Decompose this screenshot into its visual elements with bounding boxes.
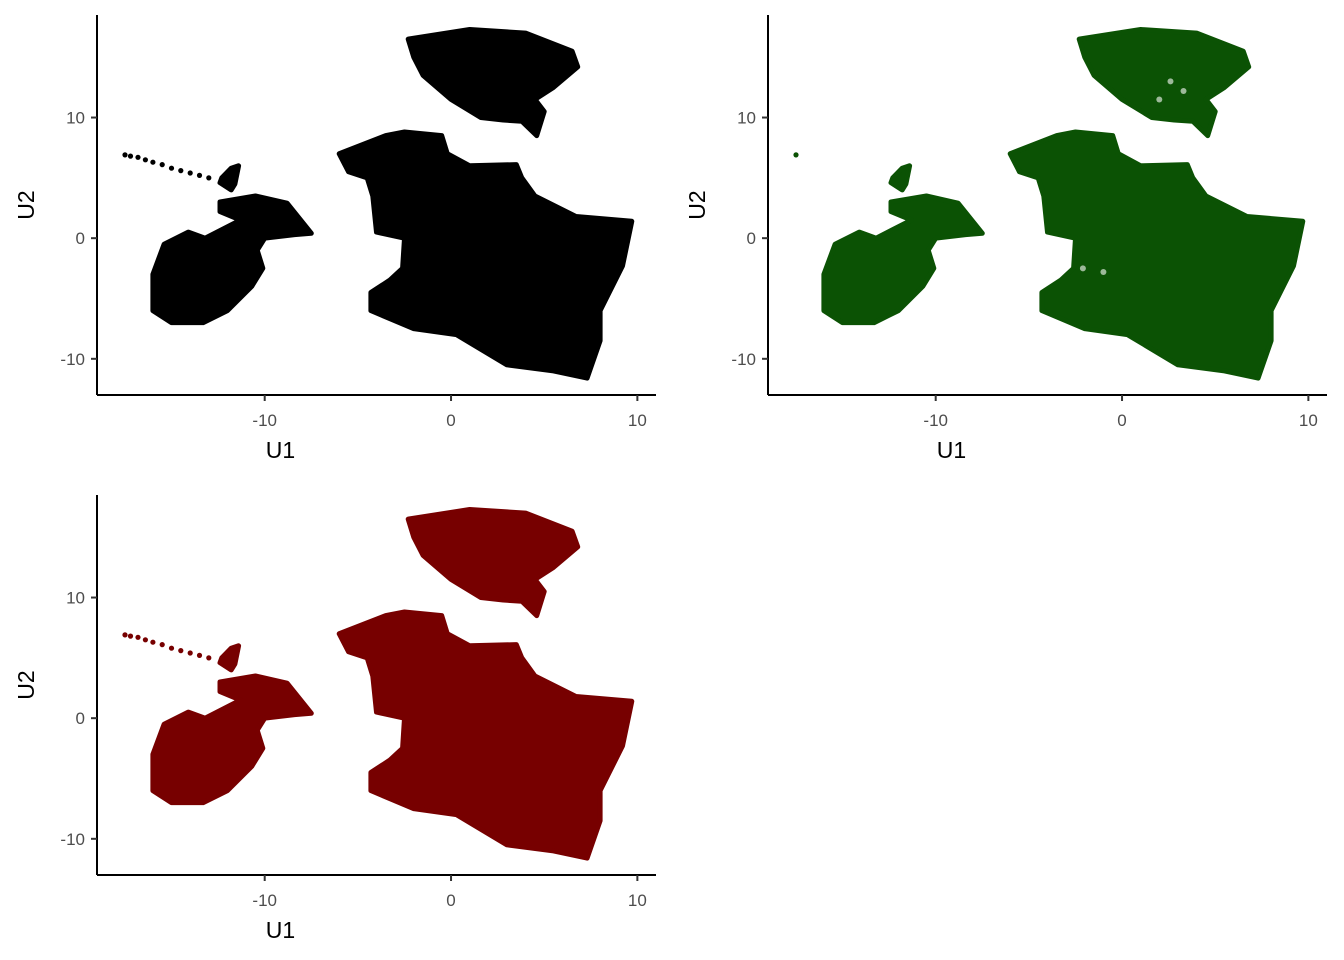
scatter-point — [122, 152, 128, 158]
sparse-region — [1180, 88, 1187, 94]
x-tick-label: 10 — [628, 411, 647, 430]
cluster-center — [336, 129, 635, 381]
scatter-point — [168, 645, 175, 651]
y-tick-label: 10 — [66, 109, 85, 128]
cluster-small — [217, 163, 242, 193]
scatter-point — [187, 170, 193, 176]
cluster-top — [405, 507, 581, 619]
cluster-top — [1076, 27, 1252, 139]
y-tick-label: 0 — [76, 229, 85, 248]
sparse-region — [1167, 78, 1174, 85]
panel-top-right: -10 0 10 -10 0 10 U1 U2 — [684, 15, 1327, 463]
cluster-top — [405, 27, 581, 139]
scatter-point — [142, 157, 148, 163]
cluster-center — [336, 609, 635, 861]
sparse-region — [1079, 265, 1086, 272]
x-axis-title: U1 — [937, 437, 966, 463]
y-tick-label: -10 — [731, 350, 756, 369]
y-tick-label: -10 — [60, 350, 85, 369]
scatter-point — [159, 642, 165, 648]
y-tick-label: 0 — [747, 229, 756, 248]
scatter-point — [187, 650, 193, 656]
scatter-point — [793, 152, 799, 158]
sparse-region — [1100, 268, 1107, 275]
y-tick-label: 0 — [76, 709, 85, 728]
x-tick-label: -10 — [923, 411, 948, 430]
sparse-region — [1156, 96, 1163, 103]
x-tick-label: -10 — [252, 411, 277, 430]
scatter-point — [150, 639, 156, 645]
cluster-small — [888, 163, 913, 193]
scatter-point — [135, 634, 141, 640]
x-tick-label: 10 — [628, 891, 647, 910]
scatter-point — [178, 648, 184, 654]
y-tick-label: 10 — [737, 109, 756, 128]
y-tick-label: 10 — [66, 589, 85, 608]
y-axis-title: U2 — [13, 190, 39, 219]
cluster-left — [150, 673, 314, 806]
cluster-left — [821, 193, 985, 326]
scatter-point — [206, 175, 212, 181]
scatter-point — [142, 637, 148, 643]
cluster-left — [150, 193, 314, 326]
scatter-point — [196, 652, 203, 659]
x-tick-label: 0 — [446, 891, 455, 910]
scatter-point — [178, 168, 184, 174]
scatter-point — [135, 154, 141, 160]
y-tick-label: -10 — [60, 830, 85, 849]
x-tick-label: 0 — [446, 411, 455, 430]
x-tick-label: 10 — [1299, 411, 1318, 430]
scatter-point — [206, 655, 212, 661]
y-axis-title: U2 — [684, 190, 710, 219]
scatter-point — [122, 632, 128, 638]
scatter-point — [168, 165, 175, 171]
scatter-point — [159, 162, 165, 168]
x-tick-label: -10 — [252, 891, 277, 910]
panel-top-left: -10 0 10 -10 0 10 U1 U2 — [13, 15, 656, 463]
panel-bottom-left: -10 0 10 -10 0 10 U1 U2 — [13, 495, 656, 943]
x-axis-title: U1 — [266, 917, 295, 943]
x-axis-title: U1 — [266, 437, 295, 463]
scatter-point — [127, 633, 134, 639]
cluster-center — [1007, 129, 1306, 381]
x-tick-label: 0 — [1117, 411, 1126, 430]
scatter-point — [196, 172, 203, 178]
y-axis-title: U2 — [13, 670, 39, 699]
scatter-point — [150, 159, 156, 165]
cluster-small — [217, 643, 242, 673]
scatter-point — [127, 153, 134, 159]
